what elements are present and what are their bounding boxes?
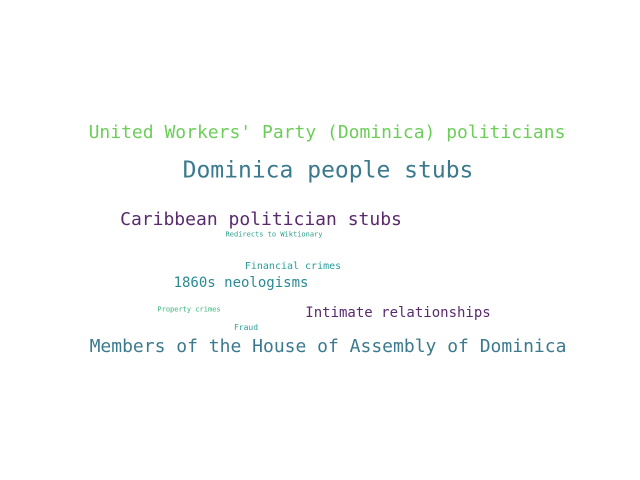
word-redirects-to-wiktionary: Redirects to Wiktionary [225,230,323,239]
word-members-house-of-assembly-dominica: Members of the House of Assembly of Domi… [89,336,567,357]
word-intimate-relationships: Intimate relationships [305,305,491,321]
word-financial-crimes: Financial crimes [244,261,342,272]
word-caribbean-politician-stubs: Caribbean politician stubs [120,209,402,230]
word-property-crimes: Property crimes [157,305,221,314]
word-dominica-people-stubs: Dominica people stubs [182,157,474,184]
word-united-workers-party-politicians: United Workers' Party (Dominica) politic… [88,122,566,143]
word-fraud: Fraud [233,323,259,332]
word-1860s-neologisms: 1860s neologisms [173,275,309,291]
